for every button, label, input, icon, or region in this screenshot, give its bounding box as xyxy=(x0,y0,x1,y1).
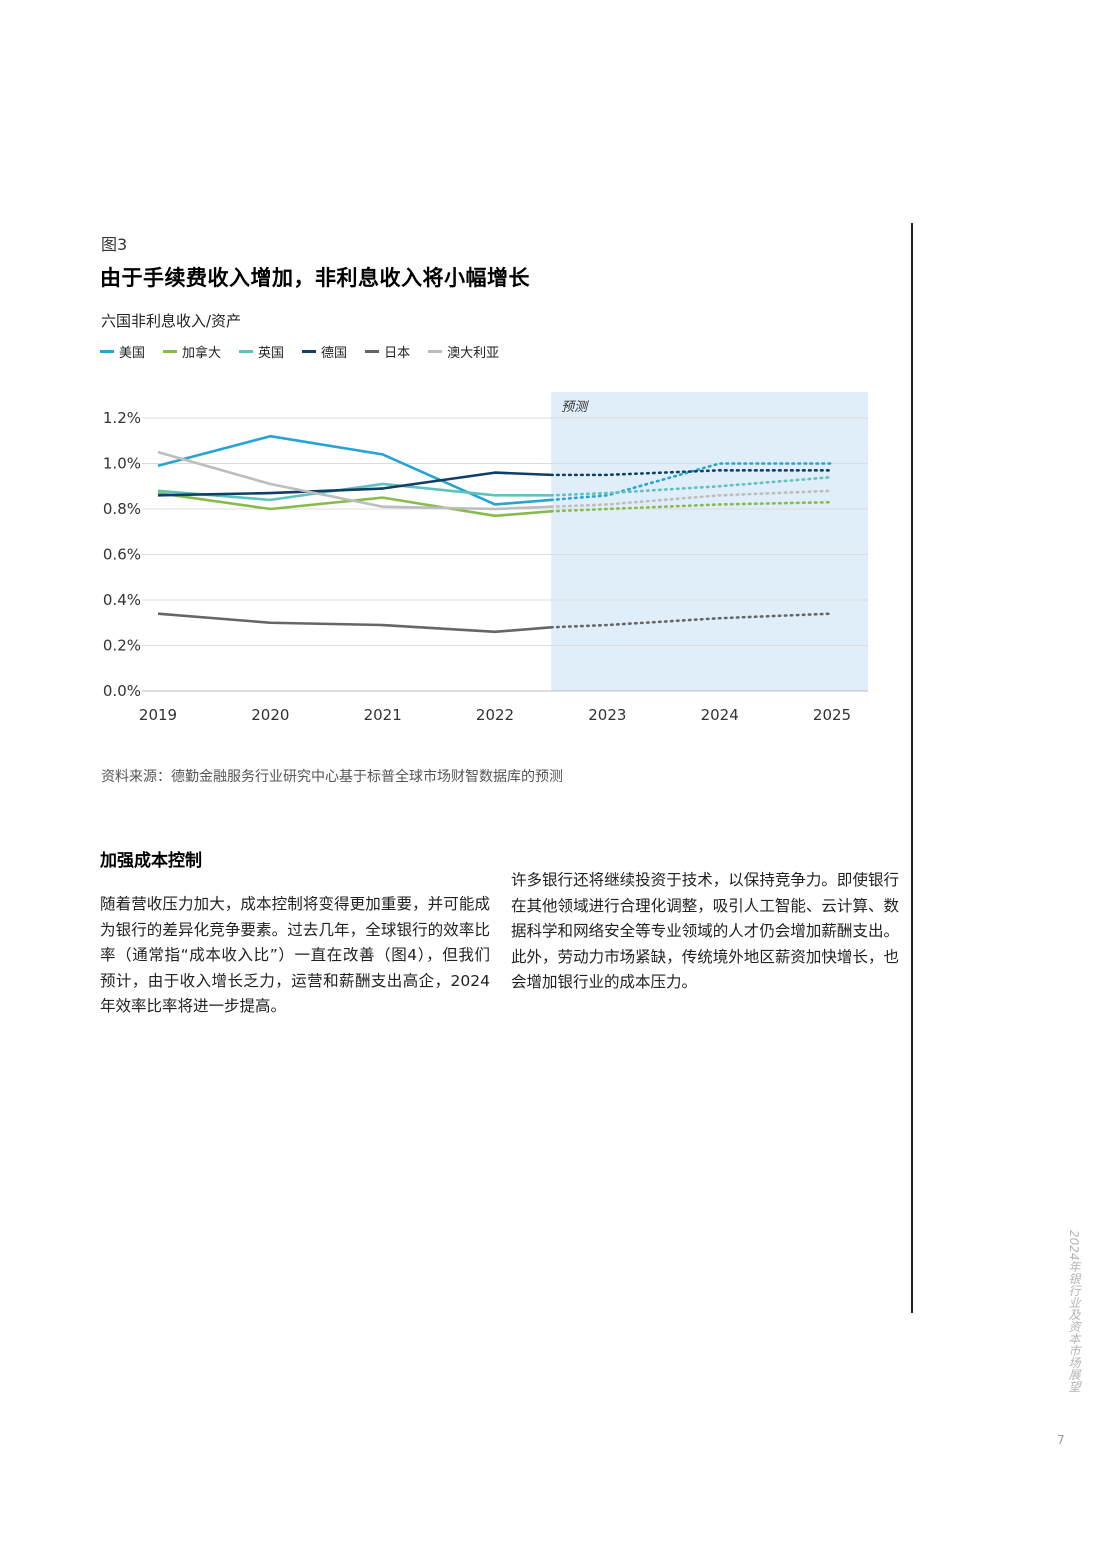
source-note: 资料来源：德勤金融服务行业研究中心基于标普全球市场财智数据库的预测 xyxy=(101,769,563,785)
x-tick-label: 2020 xyxy=(251,706,289,724)
x-tick-label: 2019 xyxy=(139,706,177,724)
legend-item-uk: 英国 xyxy=(239,342,284,361)
publication-title: 2024年银行业及资本市场展望 xyxy=(1067,1230,1081,1393)
series-line-actual xyxy=(157,482,552,502)
series-line-actual xyxy=(157,612,552,634)
forecast-label: 预测 xyxy=(561,400,589,415)
y-tick-label: 0.4% xyxy=(103,591,141,609)
page-number: 7 xyxy=(1057,1433,1065,1447)
x-tick-label: 2021 xyxy=(364,706,402,724)
y-tick-label: 0.8% xyxy=(103,500,141,518)
legend-label: 日本 xyxy=(384,346,411,361)
legend-swatch xyxy=(163,350,178,353)
legend-item-japan: 日本 xyxy=(365,342,410,361)
legend-label: 澳大利亚 xyxy=(447,346,500,361)
chart-legend: 美国 加拿大 英国 德国 日本 澳大利亚 xyxy=(100,342,517,361)
line-chart: 预测 0.0% 0.2% 0.4% 0.6% 0.8% 1.0% 1.2% 2019 2020 20… xyxy=(103,392,868,724)
figure-subtitle: 六国非利息收入/资产 xyxy=(101,312,242,330)
legend-swatch xyxy=(365,350,380,353)
legend-swatch xyxy=(428,350,443,353)
legend-label: 德国 xyxy=(321,346,348,361)
legend-item-us: 美国 xyxy=(100,342,145,361)
figure-number: 图3 xyxy=(101,235,128,254)
vertical-divider xyxy=(911,223,913,1313)
legend-item-canada: 加拿大 xyxy=(163,342,221,361)
y-tick-label: 0.0% xyxy=(103,682,141,700)
body-text-left: 随着营收压力加大，成本控制将变得更加重要，并可能成为银行的差异化竞争要素。过去几… xyxy=(100,895,490,1015)
legend-swatch xyxy=(302,350,317,353)
legend-swatch xyxy=(100,350,114,353)
forecast-region xyxy=(551,392,868,691)
x-tick-label: 2022 xyxy=(476,706,514,724)
series-line-forecast xyxy=(549,462,834,502)
figure-title: 由于手续费收入增加，非利息收入将小幅增长 xyxy=(100,266,530,290)
y-tick-label: 0.6% xyxy=(103,546,141,564)
series-line-actual xyxy=(157,491,552,518)
series-line-actual xyxy=(157,450,552,511)
y-tick-label: 1.2% xyxy=(103,409,141,427)
section-heading: 加强成本控制 xyxy=(100,851,202,871)
legend-item-australia: 澳大利亚 xyxy=(428,342,499,361)
y-tick-label: 0.2% xyxy=(103,637,141,655)
series-line-actual xyxy=(157,471,552,497)
legend-label: 美国 xyxy=(119,346,146,361)
x-tick-label: 2024 xyxy=(701,706,739,724)
legend-swatch xyxy=(239,350,254,353)
series-line-forecast xyxy=(549,469,834,477)
y-tick-label: 1.0% xyxy=(103,455,141,473)
x-tick-label: 2023 xyxy=(588,706,626,724)
legend-label: 英国 xyxy=(258,346,285,361)
body-text-right: 许多银行还将继续投资于技术，以保持竞争力。即使银行在其他领域进行合理化调整，吸引… xyxy=(511,871,899,991)
legend-item-germany: 德国 xyxy=(302,342,347,361)
legend-label: 加拿大 xyxy=(182,346,222,361)
x-tick-label: 2025 xyxy=(813,706,851,724)
series-line-actual xyxy=(157,434,552,506)
